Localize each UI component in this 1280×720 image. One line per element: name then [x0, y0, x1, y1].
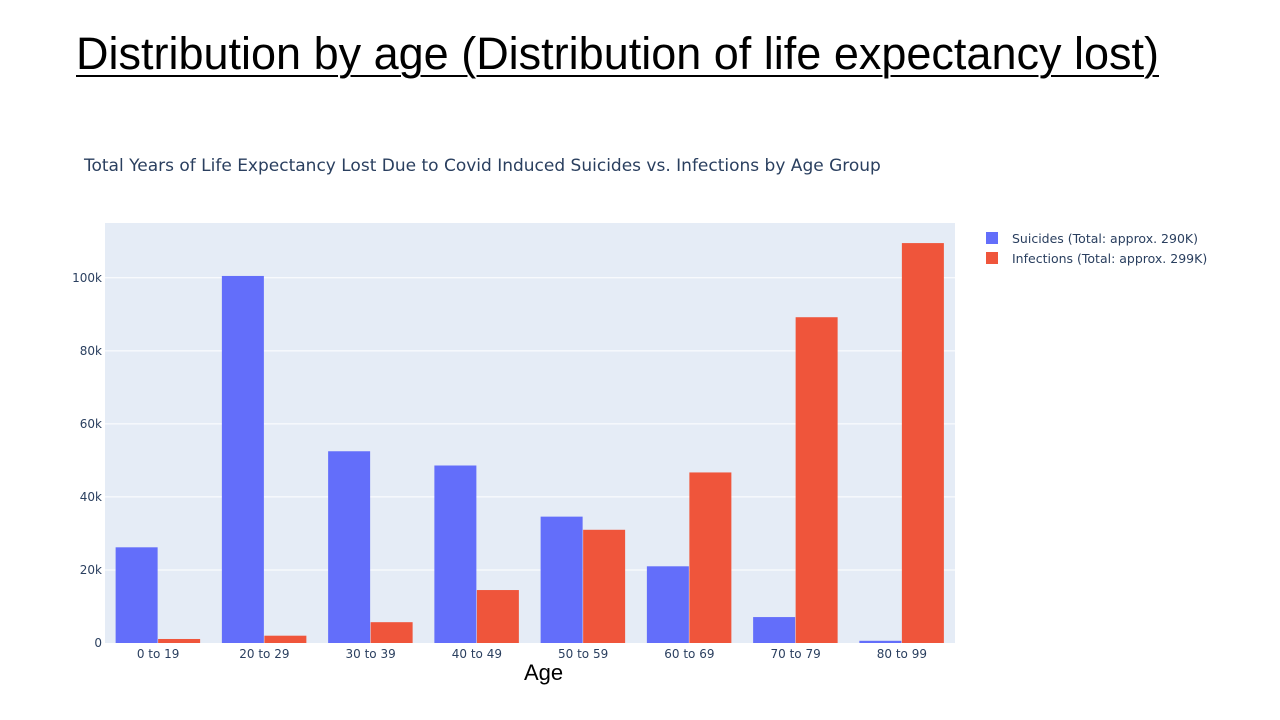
x-tick-label: 30 to 39: [346, 647, 396, 661]
bar-suicides: [434, 465, 477, 643]
y-tick-label: 20k: [80, 563, 102, 577]
bar-infections: [476, 590, 519, 643]
x-tick-label: 70 to 79: [771, 647, 821, 661]
bar-infections: [795, 317, 838, 643]
bar-infections: [370, 622, 413, 643]
bar-infections: [901, 243, 944, 643]
x-tick-label: 20 to 29: [239, 647, 289, 661]
x-tick-label: 60 to 69: [664, 647, 714, 661]
y-tick-label: 0: [94, 636, 102, 650]
bar-suicides: [221, 275, 264, 643]
legend: Suicides (Total: approx. 290K) Infection…: [986, 228, 1207, 268]
y-tick-label: 60k: [80, 417, 102, 431]
y-tick-label: 80k: [80, 344, 102, 358]
x-tick-label: 80 to 99: [877, 647, 927, 661]
slide-title: Distribution by age (Distribution of lif…: [76, 28, 1159, 79]
x-tick-label: 50 to 59: [558, 647, 608, 661]
x-axis-title: Age: [524, 660, 564, 685]
bar-suicides: [115, 547, 158, 643]
bar-suicides: [328, 451, 371, 643]
bar-suicides: [540, 516, 583, 643]
bar-suicides: [753, 617, 796, 643]
bar-infections: [583, 529, 626, 643]
bar-infections: [689, 472, 732, 643]
x-tick-label: 40 to 49: [452, 647, 502, 661]
legend-item-infections[interactable]: Infections (Total: approx. 299K): [986, 248, 1207, 268]
legend-label-infections: Infections (Total: approx. 299K): [1012, 250, 1208, 266]
y-tick-label: 100k: [72, 271, 102, 285]
legend-label-suicides: Suicides (Total: approx. 290K): [1012, 230, 1198, 246]
legend-swatch-suicides: [986, 232, 998, 244]
x-tick-label: 0 to 19: [137, 647, 180, 661]
legend-item-suicides[interactable]: Suicides (Total: approx. 290K): [986, 228, 1207, 248]
legend-swatch-infections: [986, 252, 998, 264]
bar-infections: [158, 638, 201, 643]
bar-suicides: [859, 640, 902, 643]
bar-suicides: [646, 566, 689, 643]
bar-infections: [264, 635, 307, 643]
chart-title: Total Years of Life Expectancy Lost Due …: [84, 156, 881, 176]
y-tick-label: 40k: [80, 490, 102, 504]
